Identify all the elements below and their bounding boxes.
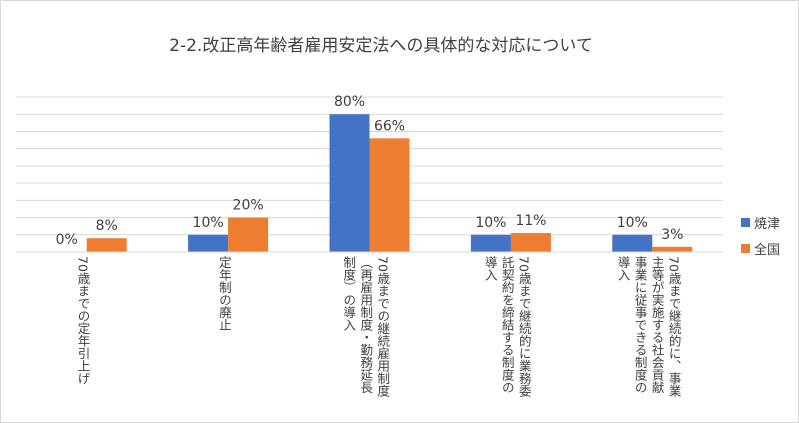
category-label: 70歳までの定年引上げ <box>16 256 150 384</box>
category-label-line: （再雇用制度・勤務延長 <box>358 256 374 394</box>
category-label: 70歳までの継続雇用制度 （再雇用制度・勤務延長 制度）の導入 <box>299 256 433 397</box>
bar <box>228 217 269 252</box>
legend-item-national: 全国 <box>741 235 780 261</box>
category-label-line: 主等が実施する社会貢献 <box>649 256 665 394</box>
legend-swatch-national <box>741 243 750 253</box>
bar <box>652 246 693 252</box>
legend-item-yaizu: 焼津 <box>741 209 780 235</box>
bar <box>188 234 229 252</box>
data-label: 80% <box>334 94 365 110</box>
category-label-line: 定年制の廃止 <box>216 256 232 331</box>
bar <box>470 234 511 252</box>
category-label-line: 導入 <box>482 256 498 281</box>
category-label-line: 導入 <box>615 256 631 281</box>
data-label: 3% <box>661 227 683 243</box>
data-label: 66% <box>374 118 405 134</box>
bar <box>329 114 370 252</box>
bar <box>510 233 551 252</box>
chart-title: 2-2.改正高年齢者雇用安定法への具体的な対応について <box>169 36 593 56</box>
category-label-line: 70歳まで継続的に、事業 <box>666 256 682 397</box>
legend-label-national: 全国 <box>754 242 781 258</box>
category-label: 70歳まで継続的に業務委 託契約を締結する制度の 導入 <box>440 256 574 397</box>
category-label-line: 70歳までの継続雇用制度 <box>375 256 391 397</box>
data-label: 20% <box>233 198 264 214</box>
legend-swatch-yaizu <box>741 217 750 227</box>
category-label-line: 70歳までの定年引上げ <box>75 256 91 385</box>
bar <box>612 234 653 252</box>
data-label: 8% <box>96 218 118 234</box>
category-label-line: 事業に従事できる制度の <box>632 256 648 394</box>
data-label: 0% <box>56 232 78 248</box>
legend: 焼津 全国 <box>741 209 780 261</box>
data-label: 10% <box>617 215 648 231</box>
legend-label-yaizu: 焼津 <box>754 216 781 232</box>
category-label: 定年制の廃止 <box>157 256 291 331</box>
data-label: 10% <box>193 215 224 231</box>
category-label-line: 70歳まで継続的に業務委 <box>516 256 532 397</box>
bar <box>369 138 410 252</box>
bar <box>86 238 127 252</box>
category-label-line: 制度）の導入 <box>341 256 357 331</box>
category-label-line: 託契約を締結する制度の <box>499 256 515 394</box>
category-label: 70歳まで継続的に、事業 主等が実施する社会貢献 事業に従事できる制度の 導入 <box>582 256 716 397</box>
data-label: 10% <box>475 215 506 231</box>
data-label: 11% <box>515 213 546 229</box>
